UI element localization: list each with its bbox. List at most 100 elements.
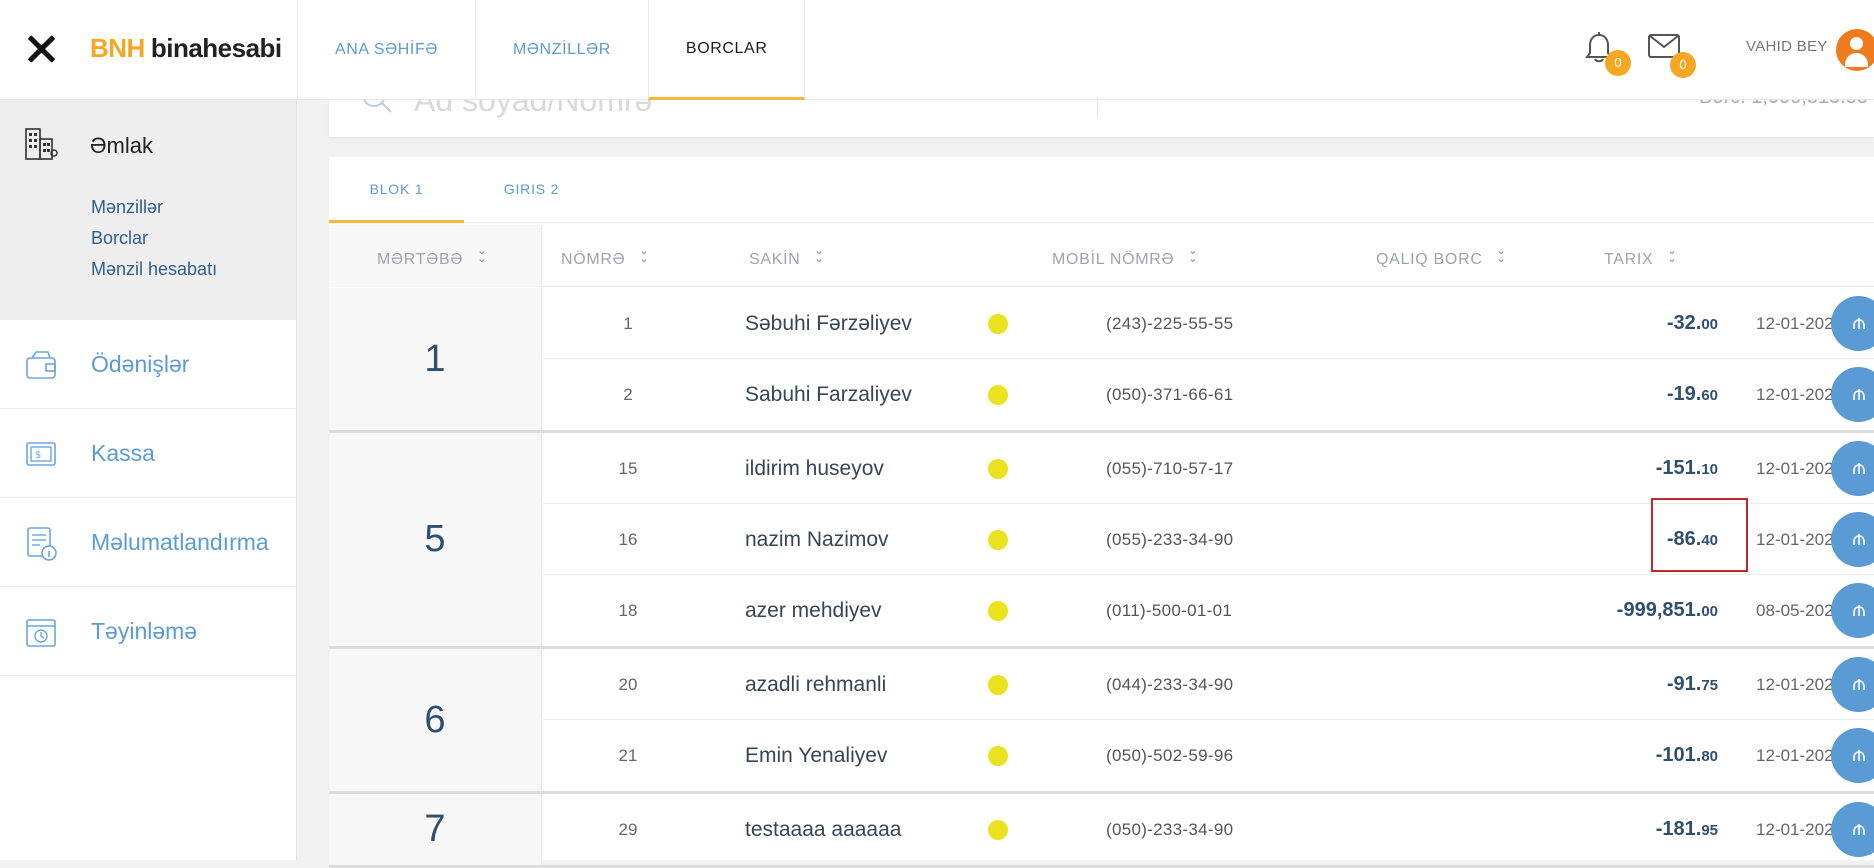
tab-entrance-2[interactable]: GIRIS 2 [503, 181, 560, 197]
sidebar-item-assignment[interactable]: Təyinləmə [0, 587, 296, 676]
floor-number: 6 [329, 649, 542, 791]
notifications-badge: 0 [1605, 50, 1631, 76]
status-dot [988, 459, 1008, 479]
debt-decimal: 80 [1701, 748, 1718, 765]
user-name[interactable]: VAHID BEY [1746, 38, 1828, 55]
sort-chevron-icon: ⌄ ⌄ [477, 245, 487, 265]
remaining-debt: -86.40 [1413, 504, 1718, 575]
svg-text:$: $ [35, 450, 41, 461]
status-dot [988, 314, 1008, 334]
table-row[interactable]: 29 testaaaa aaaaaa (050)-233-34-90 -181.95 1… [543, 794, 1874, 865]
resident-name[interactable]: azer mehdiyev [745, 599, 882, 622]
tab-debts[interactable]: BORCLAR [647, 0, 806, 100]
manat-pay-button[interactable] [1831, 367, 1874, 422]
debt-decimal: 10 [1701, 461, 1718, 478]
sidebar-item-notifications[interactable]: Məlumatlandırma [0, 498, 296, 587]
manat-pay-button[interactable] [1831, 296, 1874, 351]
column-label: MOBİL NÖMRƏ [1052, 251, 1175, 268]
resident-name[interactable]: Emin Yenaliyev [745, 744, 888, 767]
sidebar-item-payments[interactable]: Ödənişlər [0, 320, 296, 409]
apartment-number: 2 [623, 385, 633, 404]
manat-icon [1852, 317, 1865, 329]
apartment-number: 20 [618, 675, 638, 694]
debt-integer: -181. [1655, 818, 1702, 840]
remaining-debt: -91.75 [1413, 649, 1718, 720]
column-label: TARIX [1604, 251, 1654, 268]
tab-block-1[interactable]: BLOK 1 [329, 157, 464, 223]
status-dot [988, 530, 1008, 550]
manat-pay-button[interactable] [1831, 512, 1874, 567]
block-tabs: BLOK 1 GIRIS 2 [329, 157, 1874, 223]
debt-date: 12-01-2022 [1756, 820, 1843, 839]
remaining-debt: -101.80 [1413, 720, 1718, 791]
table-row[interactable]: 15 ildirim huseyov (055)-710-57-17 -151.10 1… [543, 433, 1874, 504]
table-header: MƏRTƏBƏ ⌄ ⌄ NÖMRƏ ⌄ ⌄ SAKİN ⌄ ⌄ MOBİL NÖMRƏ ⌄ ⌄ … [329, 225, 1874, 287]
column-label: SAKİN [749, 251, 801, 268]
mobile-number: (050)-371-66-61 [1106, 385, 1234, 404]
remaining-debt: -151.10 [1413, 433, 1718, 504]
manat-icon [1852, 604, 1865, 616]
status-dot [988, 820, 1008, 840]
floor-number: 5 [329, 433, 542, 646]
remaining-debt: -999,851.00 [1413, 575, 1718, 646]
sort-chevron-icon: ⌄ ⌄ [1667, 245, 1678, 265]
sidebar-link-apartments[interactable]: Mənzillər [91, 197, 164, 217]
mobile-number: (050)-233-34-90 [1106, 820, 1234, 839]
debt-date: 12-01-2022 [1756, 459, 1843, 478]
manat-pay-button[interactable] [1831, 802, 1874, 857]
column-header-debt[interactable]: QALIQ BORC ⌄ ⌄ [1376, 246, 1507, 269]
debt-integer: -19. [1666, 383, 1702, 405]
status-dot [988, 601, 1008, 621]
avatar[interactable] [1836, 29, 1874, 71]
resident-name[interactable]: Sabuhi Farzaliyev [745, 383, 912, 406]
resident-name[interactable]: ildirim huseyov [745, 457, 884, 480]
top-bar: BNH binahesabi ANA SƏHİFƏ MƏNZİLLƏR BORCL… [0, 0, 1874, 100]
close-icon[interactable] [22, 30, 60, 68]
notifications-button[interactable]: 0 [1585, 32, 1631, 76]
cash-register-icon: $ [26, 442, 56, 466]
resident-name[interactable]: azadli rehmanli [745, 673, 887, 696]
manat-pay-button[interactable] [1831, 441, 1874, 496]
sidebar-item-label: Təyinləmə [91, 618, 198, 644]
sidebar-link-apartment-report[interactable]: Mənzil hesabatı [91, 259, 218, 279]
sort-chevron-icon: ⌄ ⌄ [639, 245, 650, 265]
table-row[interactable]: 16 nazim Nazimov (055)-233-34-90 -86.40 12-0… [543, 498, 1874, 575]
column-header-floor[interactable]: MƏRTƏBƏ ⌄ ⌄ [377, 245, 487, 269]
sidebar-item-cashbox[interactable]: $ Kassa [0, 409, 296, 498]
sidebar-link-debts[interactable]: Borclar [91, 228, 149, 248]
manat-pay-button[interactable] [1831, 583, 1874, 638]
manat-pay-button[interactable] [1831, 728, 1874, 783]
table-row[interactable]: 21 Emin Yenaliyev (050)-502-59-96 -101.80 12… [543, 720, 1874, 791]
sidebar: Əmlak Mənzillər Borclar Mənzil hesabatı … [0, 100, 297, 860]
debt-integer: -999,851. [1616, 599, 1702, 621]
debt-decimal: 40 [1701, 532, 1718, 549]
bell-icon [1585, 32, 1613, 63]
debt-date: 08-05-2021 [1756, 601, 1843, 620]
table-row[interactable]: 18 azer mehdiyev (011)-500-01-01 -999,851.0… [543, 575, 1874, 646]
sidebar-group-title[interactable]: Əmlak [90, 133, 154, 158]
column-header-phone[interactable]: MOBİL NÖMRƏ ⌄ ⌄ [1052, 245, 1199, 269]
table-row[interactable]: 2 Sabuhi Farzaliyev (050)-371-66-61 -19.60 1… [543, 359, 1874, 430]
apartment-number: 29 [618, 820, 638, 839]
messages-button[interactable]: 0 [1648, 34, 1696, 78]
sort-chevron-icon: ⌄ ⌄ [1188, 245, 1199, 265]
manat-icon [1852, 749, 1865, 761]
manat-pay-button[interactable] [1831, 657, 1874, 712]
manat-icon [1852, 388, 1865, 400]
column-header-number[interactable]: NÖMRƏ ⌄ ⌄ [561, 245, 650, 269]
column-header-resident[interactable]: SAKİN ⌄ ⌄ [749, 246, 824, 269]
mobile-number: (044)-233-34-90 [1106, 675, 1234, 694]
table-row[interactable]: 20 azadli rehmanli (044)-233-34-90 -91.75 12… [543, 649, 1874, 720]
floor-number: 7 [329, 794, 542, 865]
calendar-icon [26, 619, 56, 647]
mail-icon [1648, 34, 1680, 58]
column-header-date[interactable]: TARIX ⌄ ⌄ [1604, 245, 1678, 269]
resident-name[interactable]: Səbuhi Fərzəliyev [745, 312, 912, 335]
tab-home[interactable]: ANA SƏHİFƏ [297, 0, 475, 100]
tab-apartments[interactable]: MƏNZİLLƏR [474, 0, 648, 100]
resident-name[interactable]: nazim Nazimov [745, 528, 889, 551]
resident-name[interactable]: testaaaa aaaaaa [745, 818, 902, 841]
logo[interactable]: BNH binahesabi [90, 33, 282, 64]
sidebar-sub-links: Mənzillər Borclar Mənzil hesabatı [91, 192, 217, 285]
table-row[interactable]: 1 Səbuhi Fərzəliyev (243)-225-55-55 -32.00 1… [543, 288, 1874, 359]
